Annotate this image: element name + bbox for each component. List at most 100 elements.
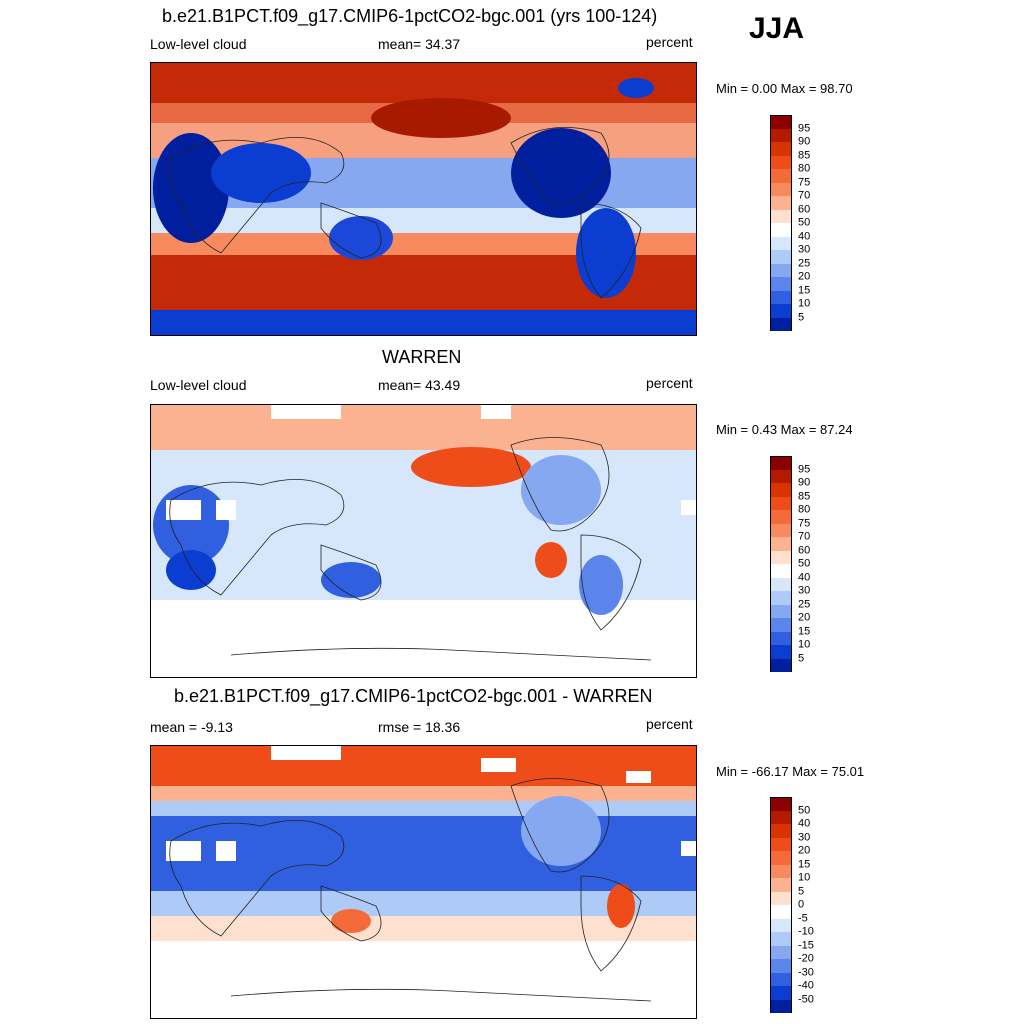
colorbar-swatch — [770, 810, 792, 824]
panel-1-colorbar: 95 90 85 80 75 70 60 50 40 30 25 20 15 10 5 — [770, 115, 810, 331]
colorbar-tick-label: -40 — [798, 979, 814, 992]
colorbar-swatch — [770, 115, 792, 129]
colorbar-swatch — [770, 932, 792, 946]
colorbar-tick-label: 5 — [798, 885, 805, 897]
colorbar-swatch — [770, 236, 792, 250]
panel-1-units-label: percent — [646, 34, 693, 50]
colorbar-swatch — [770, 945, 792, 959]
colorbar-tick-label: 5 — [798, 311, 805, 323]
panel-2-units-label: percent — [646, 375, 693, 391]
colorbar-swatch — [770, 891, 792, 905]
colorbar-swatch — [770, 142, 792, 156]
colorbar-tick-label: 20 — [798, 611, 811, 624]
colorbar-tick-label: 50 — [798, 557, 811, 570]
colorbar-tick-label: -50 — [798, 993, 814, 1005]
colorbar-tick-label: 50 — [798, 804, 811, 816]
colorbar-swatch — [770, 510, 792, 524]
colorbar-tick-label: 95 — [798, 122, 811, 134]
colorbar-swatch — [770, 128, 792, 142]
colorbar-tick-label: 30 — [798, 831, 811, 843]
colorbar-tick-label: 10 — [798, 297, 811, 310]
panel-1-title: b.e21.B1PCT.f09_g17.CMIP6-1pctCO2-bgc.00… — [162, 6, 658, 26]
colorbar-tick-label: 80 — [798, 162, 811, 175]
colorbar-swatch — [770, 196, 792, 210]
colorbar-swatch — [770, 209, 792, 223]
colorbar-tick-label: 85 — [798, 490, 811, 502]
panel-2-minmax: Min = 0.43 Max = 87.24 — [716, 422, 853, 437]
colorbar-tick-label: 40 — [798, 571, 811, 583]
colorbar-swatch — [770, 250, 792, 264]
colorbar-swatch — [770, 972, 792, 986]
colorbar-tick-label: 95 — [798, 463, 811, 475]
colorbar-tick-label: 40 — [798, 230, 811, 242]
colorbar-swatch — [770, 837, 792, 851]
colorbar-tick-label: 75 — [798, 176, 811, 188]
panel-3-map — [150, 745, 697, 1019]
colorbar-tick-label: 90 — [798, 476, 811, 489]
colorbar-tick-label: -10 — [798, 925, 814, 938]
colorbar-swatch — [770, 537, 792, 551]
colorbar-swatch — [770, 577, 792, 591]
colorbar-tick-label: 10 — [798, 638, 811, 651]
colorbar-swatch — [770, 317, 792, 331]
colorbar-tick-label: 70 — [798, 189, 811, 202]
panel-3-rmse-label: rmse = 18.36 — [378, 719, 461, 735]
colorbar-tick-label: 5 — [798, 652, 805, 664]
colorbar-tick-label: 80 — [798, 503, 811, 516]
colorbar-tick-label: 70 — [798, 530, 811, 543]
colorbar-tick-label: 25 — [798, 257, 811, 269]
panel-2-map — [150, 404, 697, 678]
colorbar-swatch — [770, 918, 792, 932]
colorbar-swatch — [770, 905, 792, 919]
panel-2-mean-label: mean= 43.49 — [378, 377, 461, 393]
colorbar-swatch — [770, 182, 792, 196]
colorbar-swatch — [770, 456, 792, 470]
colorbar-swatch — [770, 564, 792, 578]
colorbar-tick-label: 60 — [798, 544, 811, 556]
colorbar-swatch — [770, 155, 792, 169]
panel-3-minmax: Min = -66.17 Max = 75.01 — [716, 764, 865, 779]
colorbar-tick-label: -30 — [798, 966, 814, 978]
colorbar-tick-label: 50 — [798, 216, 811, 229]
panel-2-variable-label: Low-level cloud — [150, 377, 247, 393]
colorbar-tick-label: 90 — [798, 135, 811, 148]
colorbar-swatch — [770, 604, 792, 618]
colorbar-swatch — [770, 631, 792, 645]
colorbar-swatch — [770, 550, 792, 564]
colorbar-swatch — [770, 878, 792, 892]
colorbar-swatch — [770, 999, 792, 1013]
colorbar-tick-label: 25 — [798, 598, 811, 610]
colorbar-swatch — [770, 523, 792, 537]
colorbar-swatch — [770, 986, 792, 1000]
colorbar-tick-label: 10 — [798, 871, 811, 884]
colorbar-tick-label: -20 — [798, 952, 814, 965]
colorbar-swatch — [770, 851, 792, 865]
panel-3-units-label: percent — [646, 716, 693, 732]
colorbar-swatch — [770, 496, 792, 510]
panel-3-title: b.e21.B1PCT.f09_g17.CMIP6-1pctCO2-bgc.00… — [174, 686, 653, 706]
colorbar-swatch — [770, 169, 792, 183]
colorbar-tick-label: 15 — [798, 284, 811, 296]
panel-2-title: WARREN — [382, 347, 462, 367]
colorbar-tick-label: -5 — [798, 912, 808, 924]
colorbar-tick-label: 85 — [798, 149, 811, 161]
panel-1-map — [150, 62, 697, 336]
colorbar-tick-label: 20 — [798, 844, 811, 857]
colorbar-tick-label: 30 — [798, 243, 811, 256]
colorbar-swatch — [770, 797, 792, 811]
colorbar-tick-label: 60 — [798, 203, 811, 215]
season-label: JJA — [749, 12, 805, 45]
panel-3-mean-label: mean = -9.13 — [150, 719, 233, 735]
colorbar-swatch — [770, 263, 792, 277]
colorbar-tick-label: -15 — [798, 939, 814, 951]
colorbar-swatch — [770, 223, 792, 237]
colorbar-swatch — [770, 483, 792, 497]
panel-1-variable-label: Low-level cloud — [150, 36, 247, 52]
colorbar-swatch — [770, 618, 792, 632]
panel-1-mean-label: mean= 34.37 — [378, 36, 461, 52]
panel-3-colorbar: 50 40 30 20 15 10 5 0 -5 -10 -15 -20 -30 -40 -50 — [770, 797, 814, 1013]
colorbar-swatch — [770, 658, 792, 672]
colorbar-swatch — [770, 824, 792, 838]
colorbar-swatch — [770, 864, 792, 878]
panel-2-colorbar: 95 90 85 80 75 70 60 50 40 30 25 20 15 10 5 — [770, 456, 810, 672]
